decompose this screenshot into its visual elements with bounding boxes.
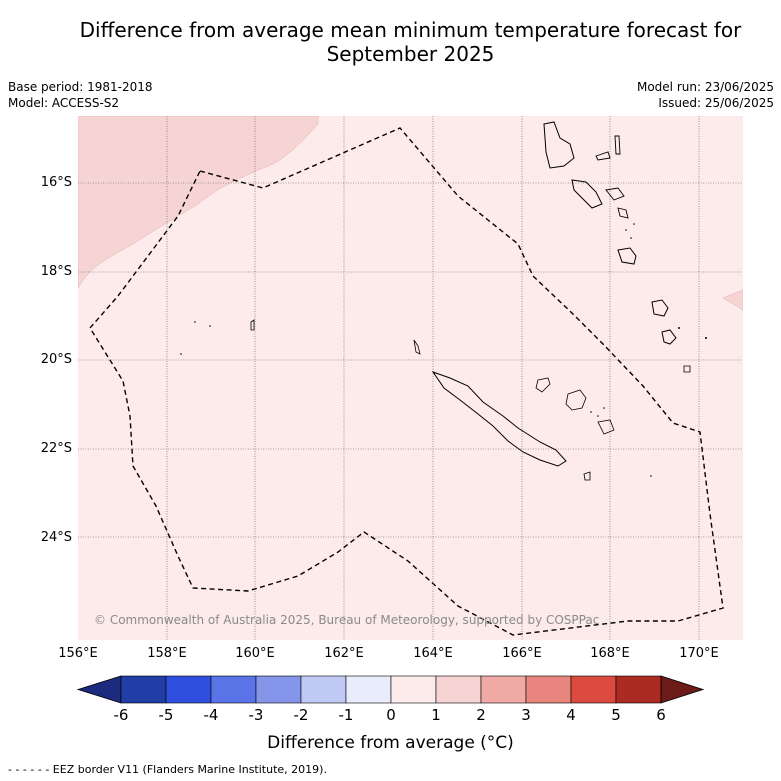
isle-of-pines [583,471,591,481]
eez-border [89,127,724,636]
base-period: Base period: 1981-2018 [8,80,153,94]
colorbar-tick-label: -1 [338,706,354,724]
lat-label-20s: 20°S [40,352,72,367]
copyright-notice: © Commonwealth of Australia 2025, Bureau… [94,613,600,627]
lat-label-24s: 24°S [40,530,72,545]
lon-label-164e: 164°E [413,646,453,661]
colorbar-segment [255,675,302,704]
colorbar-segment [165,675,212,704]
islet-i [603,407,605,409]
colorbar-segment [345,675,392,704]
erromango [651,299,669,317]
colorbar-tick-label: 3 [521,706,531,724]
aneityum [683,365,691,373]
tanna [661,329,677,345]
islet-k [630,237,632,239]
colorbar-tick-label: 5 [611,706,621,724]
model-name: Model: ACCESS-S2 [8,96,120,110]
map-title: Difference from average mean minimum tem… [20,18,781,66]
colorbar-segment [570,675,617,704]
lon-label-166e: 166°E [502,646,542,661]
colorbar-tick-label: -5 [158,706,174,724]
colorbar-segment [435,675,482,704]
colorbar-tick-label: 6 [656,706,666,724]
islet-b [705,337,707,339]
islet-f [650,475,652,477]
mare [597,419,615,435]
chesterfield-islet [250,319,255,331]
epi [617,207,629,219]
efate [617,247,637,265]
ambae [595,151,611,161]
lat-label-22s: 22°S [40,441,72,456]
meta-left: Base period: 1981-2018 Model: ACCESS-S2 [8,79,153,111]
lon-label-162e: 162°E [324,646,364,661]
colorbar-tick-label: -4 [203,706,219,724]
ouvea [535,377,551,393]
espiritu-santo [543,121,575,169]
lon-label-158e: 158°E [147,646,187,661]
colorbar-extend-high [660,675,705,704]
gridlines [78,116,743,640]
malakula [571,179,603,209]
issued-date: Issued: 25/06/2025 [658,96,774,110]
islet-c [194,321,196,323]
islet-a [678,327,680,329]
lat-label-16s: 16°S [40,175,72,190]
new-caledonia [431,371,567,467]
anomaly-region-1-2 [78,116,319,289]
islet-j [625,229,627,231]
islet-h [597,415,599,417]
colorbar-tick-label: 2 [476,706,486,724]
colorbar-tick-label: -6 [113,706,129,724]
islet-l [633,223,635,225]
islet-e [180,353,182,355]
colorbar-tick-label: -2 [293,706,309,724]
anomaly-region-1-2-east [722,289,743,311]
model-run: Model run: 23/06/2025 [636,80,774,94]
colorbar-segment [615,675,662,704]
islet-g [590,411,592,413]
colorbar-segment [390,675,437,704]
meta-right: Model run: 23/06/2025 Issued: 25/06/2025 [637,79,774,111]
colorbar-tick-label: 0 [386,706,396,724]
lat-label-18s: 18°S [40,264,72,279]
pentecost [605,187,625,201]
colorbar-tick-label: 1 [431,706,441,724]
lon-label-168e: 168°E [590,646,630,661]
colorbar-tick-label: 4 [566,706,576,724]
lon-label-156e: 156°E [58,646,98,661]
colorbar-extend-low [76,675,122,704]
colorbar-tick-label: -3 [248,706,264,724]
colorbar [76,675,705,704]
map-panel: © Commonwealth of Australia 2025, Bureau… [78,116,743,640]
title-line-1: Difference from average mean minimum tem… [79,18,742,42]
lifou [565,389,587,411]
colorbar-segment [480,675,527,704]
title-line-2: September 2025 [326,42,495,66]
islet-d [209,325,211,327]
map-canvas [78,116,743,640]
lon-label-160e: 160°E [235,646,275,661]
belep-islands [413,339,421,355]
colorbar-segment [525,675,572,704]
colorbar-segment [120,675,167,704]
colorbar-segment [210,675,257,704]
lon-label-170e: 170°E [679,646,719,661]
eez-footnote: - - - - - - EEZ border V11 (Flanders Mar… [8,763,327,776]
maewo [614,135,621,155]
colorbar-title: Difference from average (°C) [267,733,514,753]
colorbar-segment [300,675,347,704]
